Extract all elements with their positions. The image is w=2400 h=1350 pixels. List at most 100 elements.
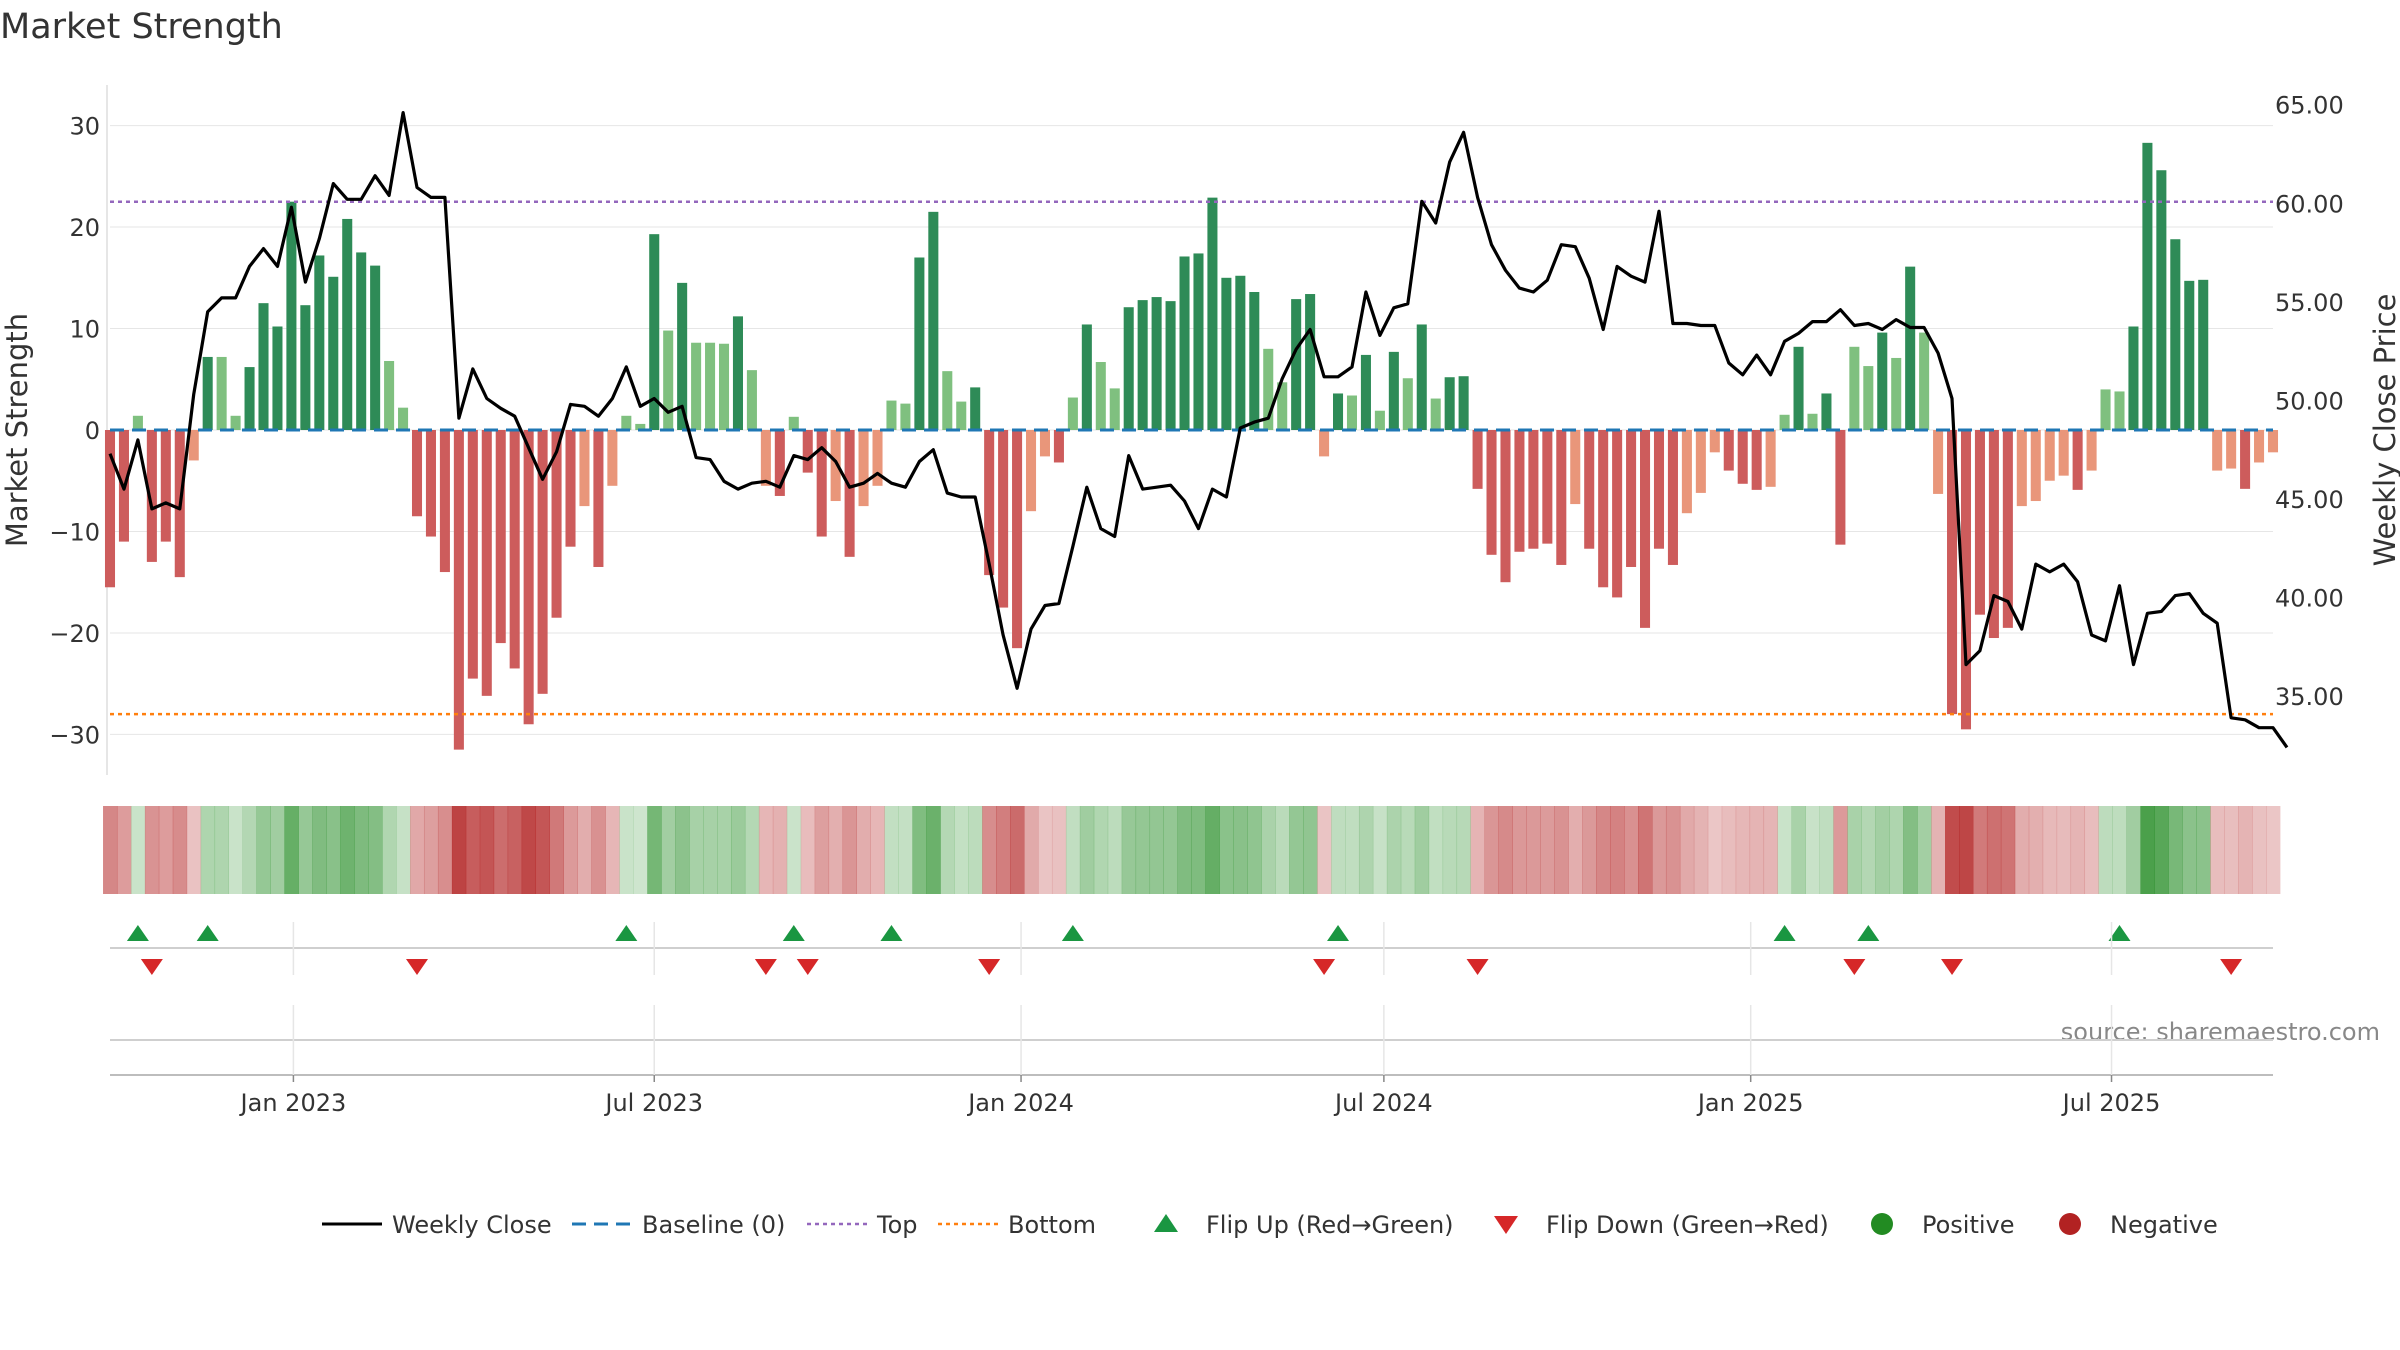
heat-cell [786,806,802,894]
heat-cell [1693,806,1709,894]
strength-bar [718,343,730,430]
strength-bar [984,430,995,576]
y-right-tick-label: 50.00 [2275,387,2344,415]
x-tick-label: Jan 2025 [1696,1089,1804,1117]
heat-cell [2056,806,2072,894]
strength-bar [1012,430,1023,649]
strength-bar [356,252,367,430]
heat-cell [744,806,760,894]
heat-cell [1638,806,1653,894]
strength-bar [188,430,199,461]
strength-bar [2184,280,2195,430]
strength-bar [523,430,534,725]
heat-cell [1107,806,1123,894]
strength-bar [1765,430,1776,487]
legend-swatch-up [1154,1214,1178,1232]
heat-cell [1554,806,1569,894]
strength-bar [816,430,827,537]
strength-bar [398,407,409,430]
heat-cell [1777,806,1792,894]
strength-bar [579,430,590,507]
heat-cell [1470,806,1485,894]
y-right-tick-label: 55.00 [2275,289,2344,317]
strength-bar [300,305,311,430]
strength-bar [411,430,423,517]
strength-heat-strip [103,806,2281,894]
heat-cell [1721,806,1737,894]
heat-cell [954,806,969,894]
heat-cell [1037,806,1053,894]
strength-bar [2044,430,2055,481]
legend-swatch-circle [2059,1213,2081,1235]
strength-bar [1947,430,1958,715]
strength-bar [216,356,227,430]
heat-cell [270,806,285,894]
strength-bar [1430,398,1441,430]
weekly-close-layer [108,110,2289,749]
heat-cell [2182,806,2197,894]
heat-cell [1596,806,1611,894]
heat-cell [828,806,844,894]
strength-bar [1319,430,1330,457]
heat-cell [675,806,690,894]
heat-cell [521,806,537,894]
strength-bar [1570,430,1581,505]
heat-cell [1289,806,1304,894]
flip-up-marker [2108,925,2131,941]
heat-cell [2210,806,2225,894]
heat-cell [172,806,188,894]
strength-bar [244,367,255,430]
y-left-tick-label: 30 [69,113,100,141]
x-tick-label: Jan 2024 [966,1089,1074,1117]
strength-bar [1835,430,1846,545]
heat-cell [1345,806,1360,894]
strength-bar [1821,393,1832,430]
strength-bar [1193,253,1204,430]
heat-cell [1917,806,1932,894]
heat-cell [1079,806,1095,894]
heat-cell [465,806,481,894]
strength-bar [1081,324,1092,430]
heat-cell [158,806,174,894]
x-tick-label: Jul 2024 [1333,1089,1433,1117]
heat-cell [437,806,453,894]
strength-bar [1988,430,1999,639]
strength-bar [1863,366,1874,430]
strength-bar [1305,294,1316,430]
strength-bar [1416,324,1427,430]
y-left-tick-label: −30 [49,721,100,749]
heat-cell [1093,806,1109,894]
legend-label: Baseline (0) [642,1211,785,1239]
strength-bar [788,416,799,430]
heat-cell [1261,806,1276,894]
weekly-close-line [108,110,2289,749]
strength-bar [2212,430,2223,471]
heat-cell [1931,806,1946,894]
heat-cell [842,806,857,894]
strength-bar [1277,382,1288,430]
heat-cell [1414,806,1430,894]
heat-cell [284,806,299,894]
heat-cell [968,806,983,894]
heat-cell [410,806,425,894]
heat-cell [451,806,467,894]
strength-bar [914,257,925,430]
heat-cell [800,806,816,894]
heat-cell [856,806,871,894]
heat-cell [2224,806,2239,894]
legend-swatch-down [1494,1216,1518,1234]
heat-cell [326,806,341,894]
strength-bar [844,430,855,557]
heat-cell [1303,806,1318,894]
flip-down-marker [754,959,777,975]
heat-cell [144,806,160,894]
heat-cell [661,806,676,894]
heat-cell [1861,806,1876,894]
heat-cell [2098,806,2113,894]
strength-bar [635,423,646,430]
heat-cell [2070,806,2086,894]
heat-cell [1233,806,1248,894]
flip-up-marker [1773,925,1796,941]
heat-cell [1051,806,1067,894]
heat-cell [2140,806,2155,894]
